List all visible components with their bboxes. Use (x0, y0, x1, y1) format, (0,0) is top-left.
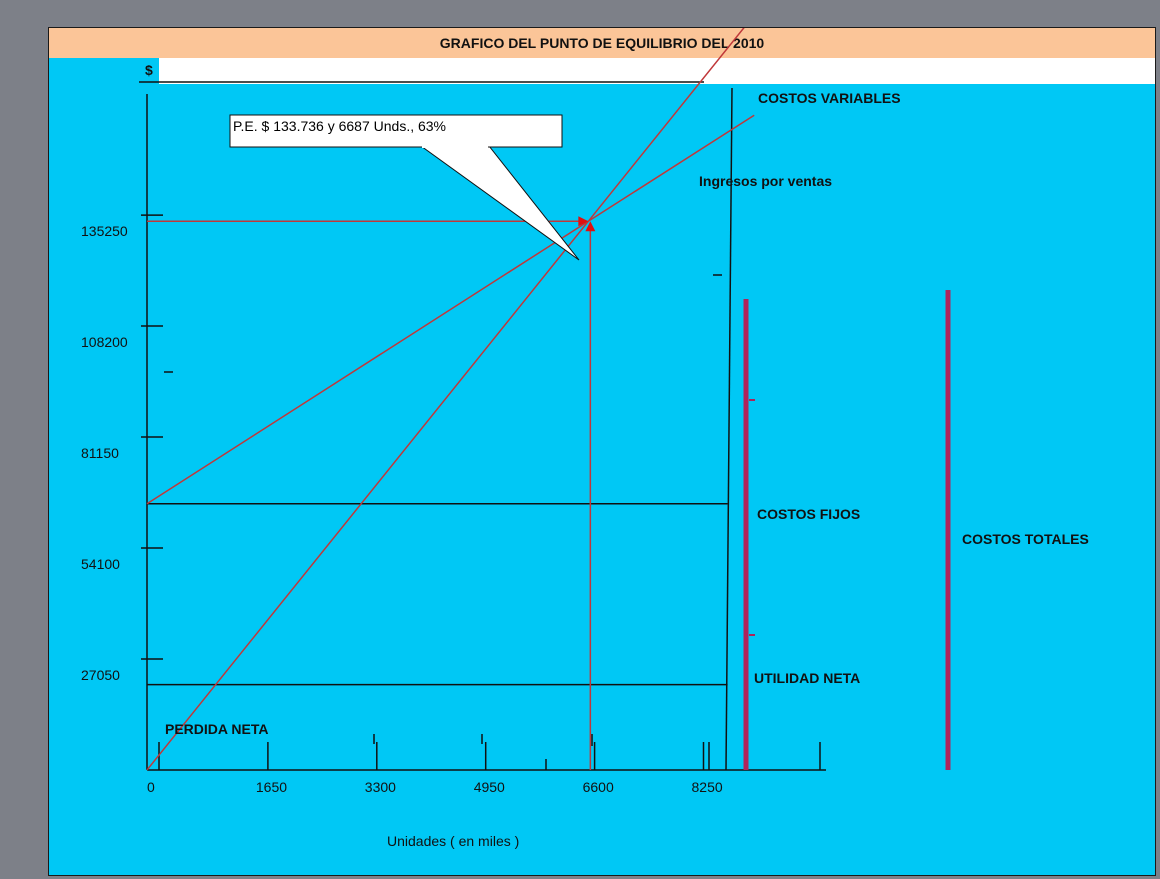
x-tick-label: 0 (147, 779, 155, 795)
label-perdida-neta: PERDIDA NETA (165, 721, 268, 737)
y-tick-label: 54100 (81, 556, 120, 572)
callout-pointer (419, 145, 580, 261)
variable-costs-line (146, 114, 755, 505)
y-tick-label: 108200 (81, 334, 128, 350)
label-costos-fijos: COSTOS FIJOS (757, 506, 860, 522)
plot-right-boundary (725, 87, 733, 771)
label-costos-totales: COSTOS TOTALES (962, 531, 1089, 547)
y-unit-label: $ (145, 62, 153, 78)
x-tick-label: 3300 (365, 779, 396, 795)
x-tick-label: 1650 (256, 779, 287, 795)
x-tick-label: 6600 (583, 779, 614, 795)
label-costos-variables: COSTOS VARIABLES (758, 90, 901, 106)
y-tick-label: 135250 (81, 223, 128, 239)
y-tick-label: 27050 (81, 667, 120, 683)
callout-box (229, 114, 563, 148)
label-utilidad-neta: UTILIDAD NETA (754, 670, 860, 686)
chart-title: GRAFICO DEL PUNTO DE EQUILIBRIO DEL 2010 (49, 28, 1155, 58)
break-even-callout-text: P.E. $ 133.736 y 6687 Unds., 63% (233, 118, 447, 134)
y-tick-label: 81150 (81, 445, 119, 461)
be-arrow-up (585, 221, 596, 232)
header-strip (159, 58, 1155, 84)
horizontal-lines (147, 502, 728, 686)
y-ticks: 27050 54100 81150 108200 135250 (81, 214, 163, 683)
break-even-guides (147, 216, 596, 770)
x-ticks: 0 1650 3300 4950 6600 8250 (147, 734, 821, 795)
x-tick-label: 4950 (474, 779, 505, 795)
label-ingresos: Ingresos por ventas (699, 173, 832, 189)
chart-frame: GRAFICO DEL PUNTO DE EQUILIBRIO DEL 2010… (48, 27, 1156, 876)
chart-plot: $ 27050 54100 81150 108200 135250 0 1650 3300 4… (81, 28, 1089, 849)
callout-join (422, 144, 488, 148)
x-tick-label: 8250 (692, 779, 723, 795)
x-axis-label: Unidades ( en miles ) (387, 833, 519, 849)
be-arrow-right (578, 216, 589, 227)
